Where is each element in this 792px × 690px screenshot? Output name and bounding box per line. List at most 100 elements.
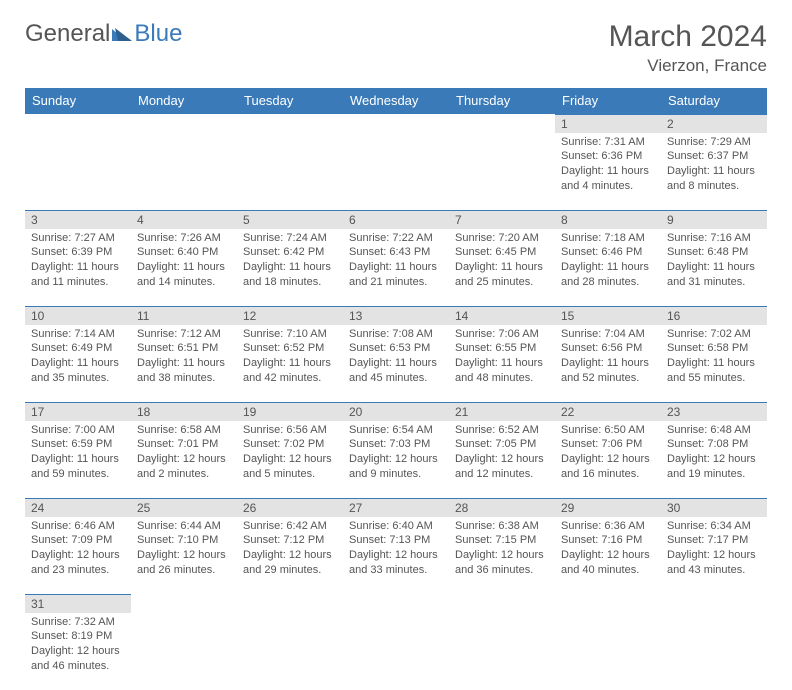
day-data: Sunrise: 7:10 AMSunset: 6:52 PMDaylight:… [237,325,343,390]
day-data-row: Sunrise: 7:32 AMSunset: 8:19 PMDaylight:… [25,613,767,690]
day-data-cell: Sunrise: 6:34 AMSunset: 7:17 PMDaylight:… [661,517,767,594]
sunset-text: Sunset: 7:13 PM [349,533,443,548]
day-data: Sunrise: 7:02 AMSunset: 6:58 PMDaylight:… [661,325,767,390]
day-number: 23 [661,402,767,421]
daylight-text: Daylight: 12 hours and 9 minutes. [349,452,443,482]
daylight-text: Daylight: 11 hours and 31 minutes. [667,260,761,290]
day-data: Sunrise: 6:38 AMSunset: 7:15 PMDaylight:… [449,517,555,582]
daylight-text: Daylight: 11 hours and 42 minutes. [243,356,337,386]
day-data-cell [237,133,343,210]
day-data: Sunrise: 7:18 AMSunset: 6:46 PMDaylight:… [555,229,661,294]
day-number-row: 3456789 [25,210,767,229]
sunrise-text: Sunrise: 7:26 AM [137,231,231,246]
day-data-cell [449,133,555,210]
day-number-cell: 26 [237,498,343,517]
sunrise-text: Sunrise: 7:29 AM [667,135,761,150]
day-data-cell: Sunrise: 7:14 AMSunset: 6:49 PMDaylight:… [25,325,131,402]
day-data-cell: Sunrise: 6:36 AMSunset: 7:16 PMDaylight:… [555,517,661,594]
day-number: 6 [343,210,449,229]
sunrise-text: Sunrise: 6:44 AM [137,519,231,534]
day-data-cell: Sunrise: 7:27 AMSunset: 6:39 PMDaylight:… [25,229,131,306]
daylight-text: Daylight: 12 hours and 23 minutes. [31,548,125,578]
sunrise-text: Sunrise: 7:18 AM [561,231,655,246]
month-title: March 2024 [609,20,767,54]
day-data-cell: Sunrise: 7:16 AMSunset: 6:48 PMDaylight:… [661,229,767,306]
day-number-cell: 12 [237,306,343,325]
sunset-text: Sunset: 7:03 PM [349,437,443,452]
logo: General Blue [25,20,182,48]
sunset-text: Sunset: 7:12 PM [243,533,337,548]
sunset-text: Sunset: 6:39 PM [31,245,125,260]
day-data-cell: Sunrise: 6:50 AMSunset: 7:06 PMDaylight:… [555,421,661,498]
day-data: Sunrise: 7:12 AMSunset: 6:51 PMDaylight:… [131,325,237,390]
day-number: 29 [555,498,661,517]
daylight-text: Daylight: 12 hours and 16 minutes. [561,452,655,482]
day-data: Sunrise: 7:22 AMSunset: 6:43 PMDaylight:… [343,229,449,294]
daylight-text: Daylight: 12 hours and 40 minutes. [561,548,655,578]
day-number: 2 [661,114,767,133]
sunrise-text: Sunrise: 6:40 AM [349,519,443,534]
day-data-cell: Sunrise: 6:44 AMSunset: 7:10 PMDaylight:… [131,517,237,594]
day-data: Sunrise: 7:00 AMSunset: 6:59 PMDaylight:… [25,421,131,486]
sunrise-text: Sunrise: 7:31 AM [561,135,655,150]
day-data-cell: Sunrise: 7:06 AMSunset: 6:55 PMDaylight:… [449,325,555,402]
day-data: Sunrise: 7:14 AMSunset: 6:49 PMDaylight:… [25,325,131,390]
daylight-text: Daylight: 11 hours and 28 minutes. [561,260,655,290]
day-number-cell: 22 [555,402,661,421]
day-number: 7 [449,210,555,229]
location: Vierzon, France [609,56,767,76]
day-data: Sunrise: 6:44 AMSunset: 7:10 PMDaylight:… [131,517,237,582]
sunrise-text: Sunrise: 7:04 AM [561,327,655,342]
day-data-cell: Sunrise: 6:58 AMSunset: 7:01 PMDaylight:… [131,421,237,498]
day-data: Sunrise: 6:36 AMSunset: 7:16 PMDaylight:… [555,517,661,582]
day-data-cell: Sunrise: 7:29 AMSunset: 6:37 PMDaylight:… [661,133,767,210]
day-number: 24 [25,498,131,517]
sunset-text: Sunset: 6:59 PM [31,437,125,452]
day-data-cell: Sunrise: 6:48 AMSunset: 7:08 PMDaylight:… [661,421,767,498]
sunset-text: Sunset: 7:02 PM [243,437,337,452]
day-data-row: Sunrise: 7:27 AMSunset: 6:39 PMDaylight:… [25,229,767,306]
day-data: Sunrise: 6:58 AMSunset: 7:01 PMDaylight:… [131,421,237,486]
day-number-cell [555,594,661,613]
daylight-text: Daylight: 11 hours and 48 minutes. [455,356,549,386]
day-data: Sunrise: 7:08 AMSunset: 6:53 PMDaylight:… [343,325,449,390]
sunrise-text: Sunrise: 7:22 AM [349,231,443,246]
day-number-cell: 9 [661,210,767,229]
day-number: 10 [25,306,131,325]
day-data-cell: Sunrise: 7:12 AMSunset: 6:51 PMDaylight:… [131,325,237,402]
day-number: 13 [343,306,449,325]
day-data-cell: Sunrise: 7:08 AMSunset: 6:53 PMDaylight:… [343,325,449,402]
logo-text-blue: Blue [134,20,182,48]
day-data-cell: Sunrise: 7:18 AMSunset: 6:46 PMDaylight:… [555,229,661,306]
day-number-cell: 13 [343,306,449,325]
day-number: 12 [237,306,343,325]
sunrise-text: Sunrise: 7:20 AM [455,231,549,246]
day-number: 8 [555,210,661,229]
day-number: 30 [661,498,767,517]
sunrise-text: Sunrise: 6:48 AM [667,423,761,438]
sunrise-text: Sunrise: 6:38 AM [455,519,549,534]
sunset-text: Sunset: 6:37 PM [667,149,761,164]
sunrise-text: Sunrise: 7:24 AM [243,231,337,246]
day-data-cell [449,613,555,690]
day-number: 9 [661,210,767,229]
daylight-text: Daylight: 12 hours and 33 minutes. [349,548,443,578]
day-number: 15 [555,306,661,325]
day-number-cell: 8 [555,210,661,229]
day-number-row: 17181920212223 [25,402,767,421]
weekday-header: Thursday [449,88,555,114]
sunrise-text: Sunrise: 6:36 AM [561,519,655,534]
sunrise-text: Sunrise: 6:56 AM [243,423,337,438]
day-number-cell [449,594,555,613]
sunset-text: Sunset: 6:36 PM [561,149,655,164]
day-data: Sunrise: 6:52 AMSunset: 7:05 PMDaylight:… [449,421,555,486]
day-number-cell [237,594,343,613]
sunrise-text: Sunrise: 6:42 AM [243,519,337,534]
day-number-cell: 25 [131,498,237,517]
day-data: Sunrise: 6:50 AMSunset: 7:06 PMDaylight:… [555,421,661,486]
day-data-cell: Sunrise: 7:32 AMSunset: 8:19 PMDaylight:… [25,613,131,690]
day-number: 11 [131,306,237,325]
sunset-text: Sunset: 6:52 PM [243,341,337,356]
day-number-row: 24252627282930 [25,498,767,517]
sunset-text: Sunset: 6:53 PM [349,341,443,356]
